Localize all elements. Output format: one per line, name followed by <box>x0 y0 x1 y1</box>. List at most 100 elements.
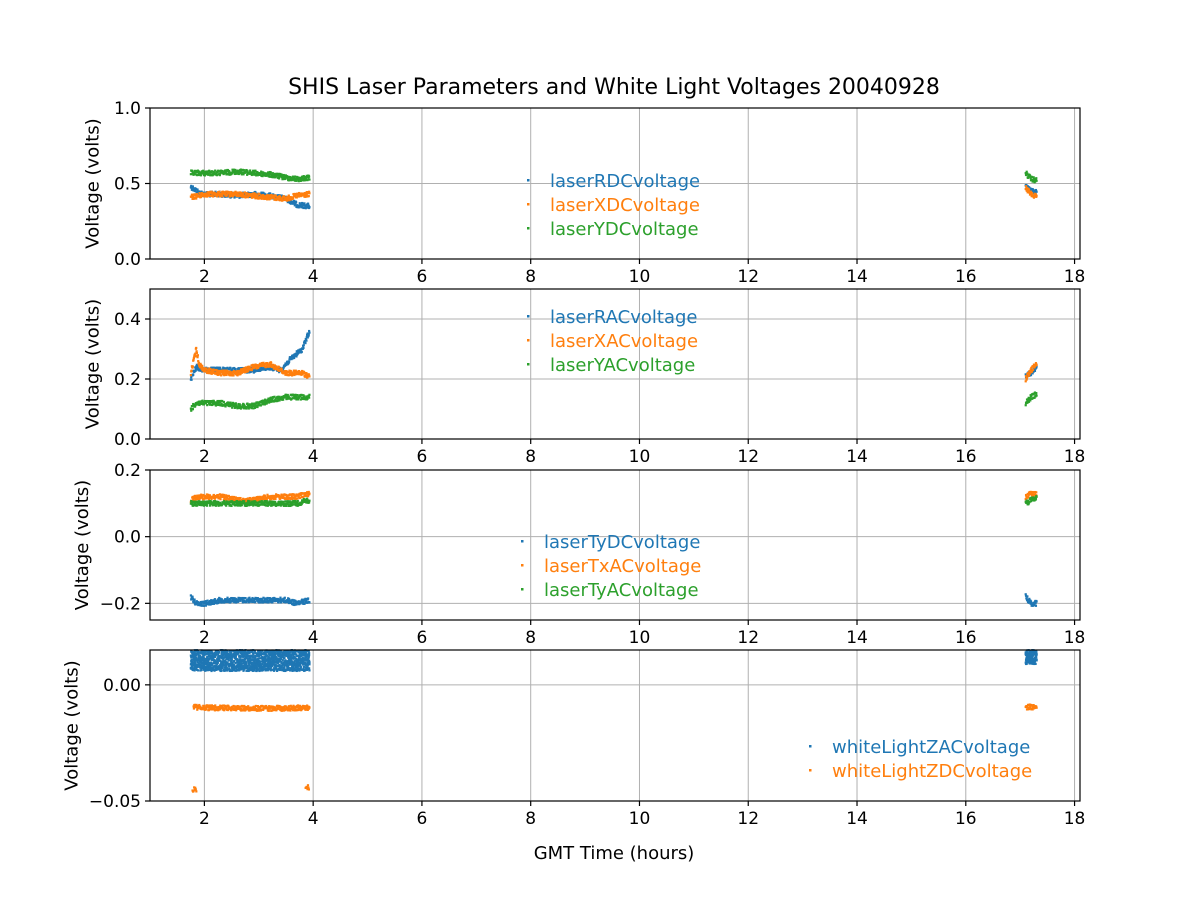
data-point <box>250 668 253 672</box>
data-point <box>253 404 256 407</box>
data-point <box>190 662 193 666</box>
data-point <box>251 192 254 195</box>
data-point <box>296 661 299 665</box>
data-point <box>225 663 228 666</box>
series-whiteLightZACvoltage <box>189 649 1038 673</box>
data-point <box>292 372 295 375</box>
data-point <box>255 367 258 370</box>
data-point <box>291 669 294 672</box>
data-point <box>297 651 300 654</box>
data-point <box>307 192 310 195</box>
data-point <box>206 370 209 373</box>
data-point <box>199 654 202 658</box>
data-point <box>198 367 201 371</box>
legend-marker <box>527 315 530 318</box>
data-point <box>263 197 266 201</box>
data-point <box>308 190 311 193</box>
data-point <box>241 667 244 670</box>
data-point <box>239 599 242 602</box>
data-point <box>1029 190 1033 193</box>
data-point <box>278 371 281 374</box>
data-point <box>230 497 233 500</box>
data-point <box>1035 392 1038 395</box>
data-point <box>238 660 241 663</box>
data-point <box>236 503 239 506</box>
data-point <box>198 170 201 173</box>
data-point <box>196 366 199 369</box>
data-point <box>190 667 193 670</box>
data-point <box>197 500 200 503</box>
data-point <box>213 598 216 601</box>
data-point <box>292 197 295 200</box>
data-point <box>211 668 214 672</box>
data-point <box>233 601 236 604</box>
data-point <box>230 504 233 508</box>
data-point <box>192 403 195 406</box>
data-point <box>284 395 287 398</box>
data-point <box>298 370 301 373</box>
data-point <box>275 665 278 668</box>
data-point <box>308 375 311 378</box>
data-point <box>238 403 241 406</box>
data-point <box>206 495 209 498</box>
data-point <box>263 655 266 658</box>
x-tick-label: 2 <box>199 447 210 467</box>
data-point <box>1028 396 1031 400</box>
data-point <box>277 653 280 656</box>
data-point <box>1035 495 1038 498</box>
data-point <box>230 190 233 194</box>
x-tick-label: 12 <box>737 267 759 287</box>
data-point <box>223 666 226 669</box>
data-point <box>304 195 307 198</box>
data-point <box>296 649 299 653</box>
data-point <box>226 668 229 671</box>
data-point <box>197 662 200 665</box>
data-point <box>207 368 210 372</box>
data-point <box>221 650 224 653</box>
data-point <box>206 655 209 658</box>
data-point <box>289 196 292 199</box>
data-point <box>214 401 217 404</box>
data-point <box>292 654 295 657</box>
data-point <box>301 177 304 180</box>
data-point <box>291 502 294 505</box>
data-point <box>297 660 300 663</box>
data-point <box>212 657 215 660</box>
data-point <box>256 171 259 174</box>
data-point <box>227 494 230 498</box>
data-point <box>225 600 228 603</box>
data-point <box>1027 374 1030 378</box>
data-point <box>268 399 271 402</box>
data-point <box>258 600 261 604</box>
data-point <box>286 599 289 602</box>
data-point <box>292 599 295 602</box>
data-point <box>216 400 219 403</box>
data-point <box>1025 501 1029 505</box>
data-point <box>293 669 296 672</box>
data-point <box>1032 496 1035 499</box>
data-point <box>286 495 289 498</box>
data-point <box>215 651 218 654</box>
data-point <box>280 664 283 668</box>
data-point <box>237 650 240 654</box>
data-point <box>302 175 305 178</box>
data-point <box>195 188 198 191</box>
series-group <box>189 329 1038 412</box>
data-point <box>232 195 235 198</box>
data-point <box>244 171 247 174</box>
data-point <box>284 373 287 376</box>
data-point <box>279 195 282 198</box>
data-point <box>230 659 233 663</box>
data-point <box>211 599 214 602</box>
data-point <box>197 664 200 667</box>
data-point <box>273 395 276 398</box>
data-point <box>269 171 272 174</box>
data-point <box>189 654 192 657</box>
data-point <box>248 663 251 666</box>
data-point <box>303 191 306 195</box>
data-point <box>268 400 271 403</box>
data-point <box>225 504 228 507</box>
data-point <box>232 598 235 601</box>
data-point <box>295 669 298 673</box>
